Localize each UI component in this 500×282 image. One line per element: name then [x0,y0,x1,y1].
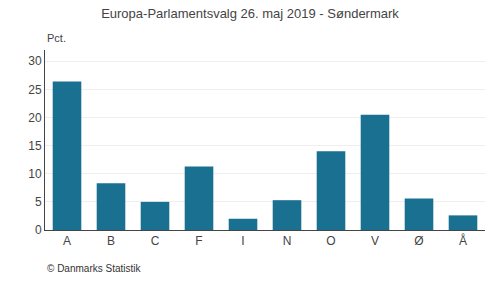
svg-text:N: N [283,234,292,248]
svg-text:5: 5 [35,195,42,209]
svg-text:O: O [326,234,335,248]
svg-text:F: F [195,234,202,248]
svg-text:Å: Å [459,233,467,248]
svg-text:Europa-Parlamentsvalg 26. maj: Europa-Parlamentsvalg 26. maj 2019 - Søn… [101,6,399,21]
svg-text:I: I [241,234,244,248]
svg-text:10: 10 [28,167,42,181]
svg-text:30: 30 [28,54,42,68]
svg-text:B: B [107,234,115,248]
svg-text:0: 0 [35,223,42,237]
svg-text:C: C [151,234,160,248]
svg-text:20: 20 [28,111,42,125]
svg-text:25: 25 [28,83,42,97]
svg-text:Ø: Ø [414,234,423,248]
svg-text:© Danmarks Statistik: © Danmarks Statistik [47,263,142,274]
svg-text:15: 15 [28,139,42,153]
svg-text:A: A [63,234,71,248]
svg-text:V: V [371,234,379,248]
svg-text:Pct.: Pct. [47,32,66,44]
